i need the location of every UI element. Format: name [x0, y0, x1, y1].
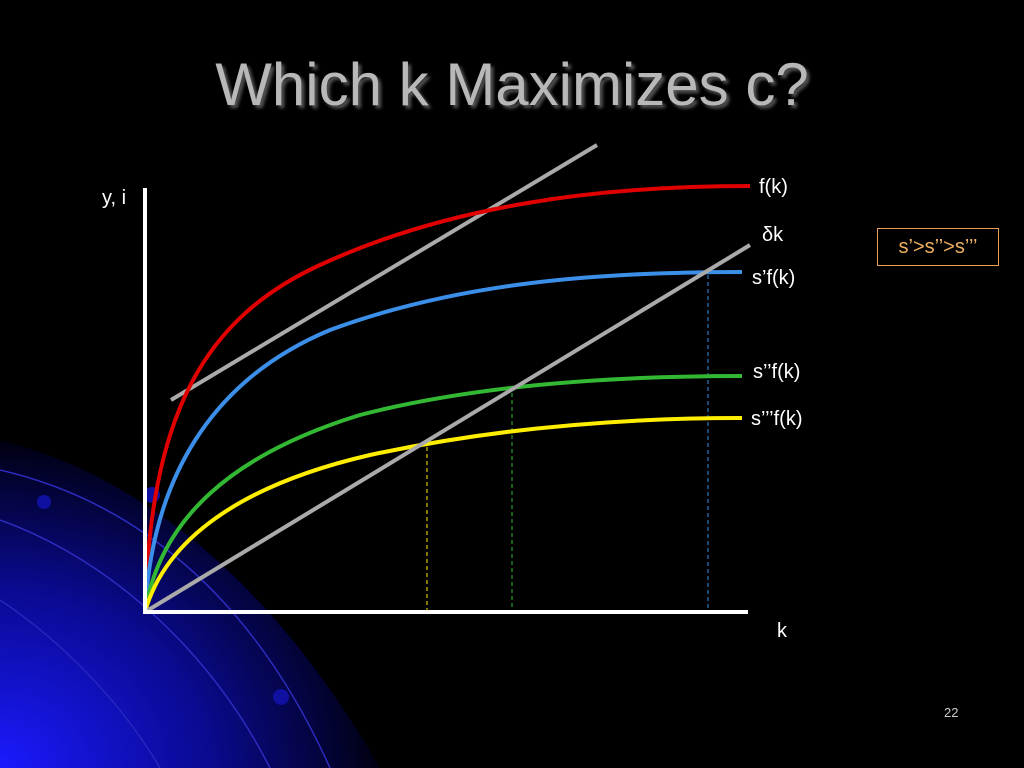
decor-arc-1 — [0, 469, 331, 768]
decor-dot-3 — [273, 689, 289, 705]
label-s1fk: s’f(k) — [752, 267, 796, 289]
y-axis-label: y, i — [102, 187, 127, 209]
page-title: Which k Maximizes c? — [215, 51, 809, 118]
blue-glow-region — [0, 440, 380, 768]
label-fk: f(k) — [759, 176, 788, 198]
decor-arc-2 — [0, 519, 271, 768]
depreciation-line — [143, 243, 752, 614]
curve-s3 — [143, 416, 743, 613]
label-s2fk: s’’f(k) — [753, 361, 801, 383]
savings-order-box: s’>s’’>s’’’ — [877, 228, 999, 266]
label-s3fk: s’’’f(k) — [751, 408, 803, 430]
curve-s1 — [143, 270, 743, 613]
decor-arc-3 — [0, 599, 161, 768]
label-depreciation: δk — [762, 224, 784, 246]
page-number: 22 — [944, 705, 959, 720]
decor-dot-1 — [37, 495, 51, 509]
curve-s2 — [143, 374, 743, 613]
curve-fk — [143, 184, 751, 613]
x-axis-label: k — [777, 620, 787, 642]
tangent-line — [169, 143, 599, 402]
